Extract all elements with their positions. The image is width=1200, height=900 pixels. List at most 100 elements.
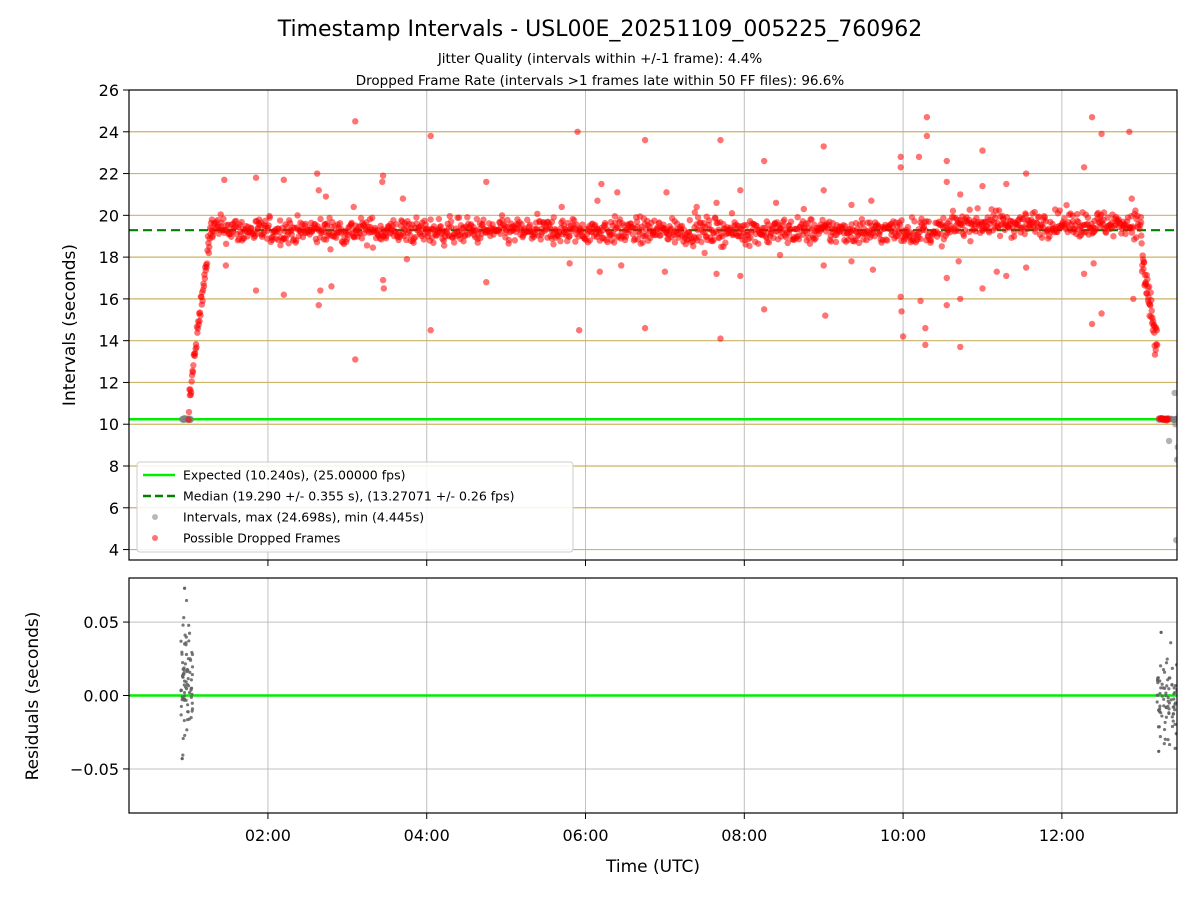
residual-point xyxy=(186,677,190,681)
dropped-frame-point xyxy=(927,237,935,244)
dropped-frame-point xyxy=(473,215,481,223)
residual-point xyxy=(1166,738,1170,742)
dropped-frame-point xyxy=(558,203,565,211)
dropped-frame-point xyxy=(1102,229,1110,236)
dropped-frame-point xyxy=(447,218,455,225)
dropped-frame-point xyxy=(957,295,964,303)
dropped-frame-point xyxy=(996,232,1004,240)
top-y-tick-label: 16 xyxy=(99,290,119,309)
dropped-frame-point xyxy=(189,368,197,376)
dropped-frame-point xyxy=(855,239,863,247)
dropped-frame-point xyxy=(193,344,200,351)
dropped-frame-point xyxy=(1022,170,1030,177)
dropped-frame-point xyxy=(618,262,625,269)
dropped-frame-point xyxy=(869,266,877,273)
residual-point xyxy=(190,672,194,677)
bottom-y-tick-label: 0.05 xyxy=(83,613,119,632)
legend-box xyxy=(136,461,574,553)
dropped-frame-point xyxy=(1153,341,1161,349)
dropped-frame-point xyxy=(737,187,744,194)
chart-title: Timestamp Intervals - USL00E_20251109_00… xyxy=(277,17,923,42)
dropped-frame-point xyxy=(710,236,717,244)
dropped-frame-point xyxy=(614,189,621,196)
dropped-frame-point xyxy=(363,242,371,249)
dropped-frame-point xyxy=(1080,270,1088,278)
residual-point xyxy=(1160,714,1164,718)
dropped-frame-point xyxy=(974,205,981,212)
dropped-frame-point xyxy=(1080,164,1088,171)
dropped-frame-point xyxy=(1144,275,1151,283)
residual-point xyxy=(179,688,183,692)
dropped-frame-point xyxy=(832,238,840,246)
dropped-frame-point xyxy=(328,283,335,290)
residual-point xyxy=(1161,667,1166,672)
dropped-frame-point xyxy=(276,217,284,224)
dropped-frame-point xyxy=(1132,207,1139,214)
dropped-frame-point xyxy=(336,220,344,227)
dropped-frame-point xyxy=(537,236,544,243)
dropped-frame-point xyxy=(794,213,801,221)
dropped-frame-point xyxy=(897,153,904,161)
dropped-frame-point xyxy=(949,207,957,215)
residual-point xyxy=(181,753,185,757)
legend-intervals-swatch xyxy=(152,514,158,520)
dropped-frame-point xyxy=(713,270,720,278)
dropped-frame-point xyxy=(695,233,702,241)
dropped-frame-point xyxy=(911,218,918,225)
dropped-frame-point xyxy=(1098,310,1105,317)
dropped-frame-point xyxy=(641,324,649,332)
residual-point xyxy=(1165,684,1169,688)
residual-point xyxy=(181,736,185,741)
dropped-frame-point xyxy=(827,238,835,245)
dropped-frame-point xyxy=(1104,214,1111,221)
dropped-frame-point xyxy=(455,214,463,221)
top-axes-frame xyxy=(128,89,1178,561)
dropped-frame-point xyxy=(446,212,453,220)
dropped-frame-point xyxy=(806,240,814,247)
dropped-frame-point xyxy=(208,216,216,223)
dropped-frame-point xyxy=(322,193,330,200)
dropped-frame-point xyxy=(1022,211,1030,218)
dropped-frame-point xyxy=(943,274,950,282)
dropped-frame-point xyxy=(252,174,260,181)
residual-point xyxy=(1166,696,1170,700)
residual-point xyxy=(179,704,183,709)
top-y-tick-label: 14 xyxy=(99,332,119,351)
legend: Expected (10.240s), (25.00000 fps) Media… xyxy=(136,461,574,553)
residual-point xyxy=(188,670,192,674)
residual-point xyxy=(184,652,189,657)
dropped-frame-point xyxy=(1092,226,1100,233)
residual-point xyxy=(1155,700,1159,704)
top-y-tick-label: 10 xyxy=(99,415,119,434)
dropped-frame-point xyxy=(859,220,866,227)
dropped-frame-point xyxy=(755,240,762,247)
dropped-frame-point xyxy=(979,147,986,154)
residual-point xyxy=(1162,727,1167,732)
dropped-frame-point xyxy=(717,136,724,144)
bottom-y-axis-label: Residuals (seconds) xyxy=(23,612,43,781)
residual-point xyxy=(190,652,195,657)
residual-point xyxy=(182,718,186,723)
residual-point xyxy=(1172,697,1176,701)
dropped-frame-point xyxy=(550,241,557,248)
dropped-frame-point xyxy=(188,378,195,385)
interval-point xyxy=(1173,536,1177,544)
residual-point xyxy=(186,710,190,714)
legend-dropped-label: Possible Dropped Frames xyxy=(183,531,340,546)
residual-point xyxy=(1160,682,1164,686)
residual-point xyxy=(1162,704,1166,708)
dropped-frame-point xyxy=(483,278,490,286)
top-y-tick-label: 18 xyxy=(99,248,119,267)
dropped-frame-point xyxy=(288,231,295,238)
residual-point xyxy=(181,660,185,665)
residual-point xyxy=(1171,712,1175,716)
dropped-frame-point xyxy=(1148,297,1155,304)
residual-point xyxy=(1163,720,1167,725)
top-y-tick-label: 6 xyxy=(109,499,119,518)
dropped-frame-point xyxy=(1140,259,1148,266)
residual-point xyxy=(1158,691,1162,696)
dropped-frame-point xyxy=(221,176,228,184)
residual-point xyxy=(1166,699,1170,703)
residual-point xyxy=(185,728,189,732)
residual-point xyxy=(1169,698,1173,702)
